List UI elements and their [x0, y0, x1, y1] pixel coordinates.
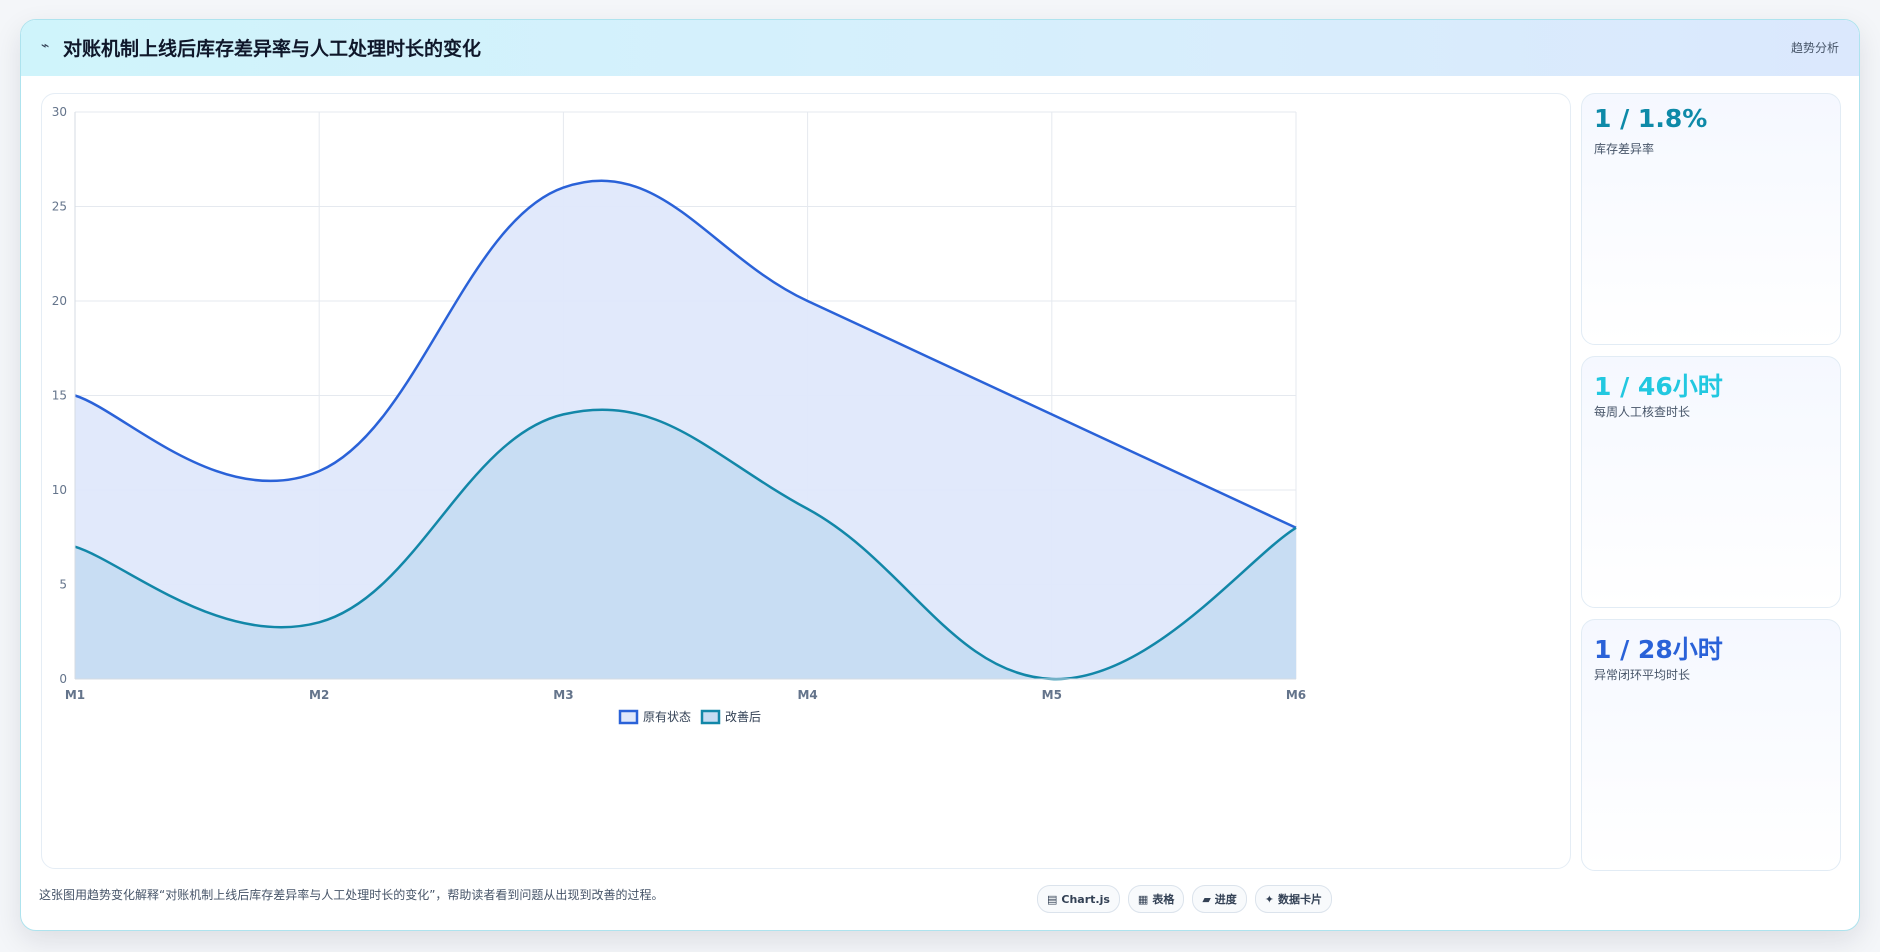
chart-panel: 0 5 10 15 20 25 30 M1 M2 M3 M4 M5 M6 原有状态 改善后 — [41, 93, 1571, 869]
chip-label: Chart.js — [1061, 892, 1110, 906]
legend-item-improved[interactable]: 改善后 — [700, 709, 761, 725]
series-original-line — [74, 179, 1297, 529]
feature-chips: ▤ Chart.js ▦ 表格 ▰ 进度 ✦ 数据卡片 — [1037, 885, 1333, 913]
table-icon: ▦ — [1137, 892, 1149, 906]
series-improved-line — [74, 408, 1297, 681]
chip-chartjs[interactable]: ▤ Chart.js — [1037, 885, 1120, 913]
header-tag: 趋势分析 — [1790, 41, 1839, 55]
y-tick-label: 20 — [52, 294, 67, 308]
chip-progress[interactable]: ▰ 进度 — [1192, 885, 1247, 913]
legend-label: 原有状态 — [643, 710, 691, 724]
series-improved-area — [75, 409, 1296, 680]
stat-value-2: 1 / 46小时 — [1594, 372, 1723, 401]
x-tick-label: M3 — [553, 688, 573, 702]
x-tick-label: M6 — [1286, 688, 1306, 702]
chip-label: 表格 — [1152, 893, 1175, 906]
stat-label-3: 异常闭环平均时长 — [1594, 668, 1691, 682]
chart-description: 这张图用趋势变化解释“对账机制上线后库存差异率与人工处理时长的变化”，帮助读者看… — [39, 888, 664, 902]
x-tick-label: M2 — [309, 688, 329, 702]
legend-swatch — [618, 709, 639, 725]
stat-card-3: 1 / 28小时 异常闭环平均时长 — [1581, 619, 1841, 871]
y-tick-label: 25 — [52, 200, 67, 214]
legend-item-original[interactable]: 原有状态 — [618, 709, 691, 725]
y-tick-label: 15 — [52, 389, 67, 403]
series-original-area — [75, 180, 1296, 679]
stat-card-1: 1 / 1.8% 库存差异率 — [1581, 93, 1841, 345]
trend-line-icon: ⌁ — [41, 38, 50, 54]
chart-icon: ▤ — [1047, 892, 1058, 906]
stat-label-1: 库存差异率 — [1594, 142, 1655, 156]
y-tick-label: 30 — [52, 105, 67, 119]
progress-icon: ▰ — [1202, 892, 1211, 906]
chip-table[interactable]: ▦ 表格 — [1127, 885, 1185, 913]
y-tick-label: 5 — [59, 578, 67, 592]
y-tick-label: 0 — [59, 672, 67, 686]
area-chart: 0 5 10 15 20 25 30 M1 M2 M3 M4 M5 M6 原有状态 改善后 — [52, 105, 1306, 725]
chip-label: 数据卡片 — [1278, 893, 1323, 906]
x-tick-label: M1 — [65, 688, 85, 702]
chip-label: 进度 — [1214, 893, 1237, 906]
stat-label-2: 每周人工核查时长 — [1594, 405, 1691, 419]
card-header: ⌁ 对账机制上线后库存差异率与人工处理时长的变化 趋势分析 — [21, 20, 1859, 76]
chart-title: 对账机制上线后库存差异率与人工处理时长的变化 — [63, 38, 482, 60]
x-tick-label: M5 — [1042, 688, 1062, 702]
y-tick-label: 10 — [52, 483, 67, 497]
chip-data-card[interactable]: ✦ 数据卡片 — [1254, 885, 1333, 913]
stat-value-1: 1 / 1.8% — [1594, 104, 1708, 133]
legend-label: 改善后 — [725, 709, 761, 724]
legend-swatch — [700, 709, 721, 725]
stat-value-3: 1 / 28小时 — [1594, 635, 1723, 664]
sparkle-icon: ✦ — [1264, 892, 1275, 906]
x-tick-label: M4 — [797, 688, 817, 702]
stat-card-2: 1 / 46小时 每周人工核查时长 — [1581, 356, 1841, 608]
chart-card: ⌁ 对账机制上线后库存差异率与人工处理时长的变化 趋势分析 0 5 10 15 20 25… — [20, 19, 1860, 931]
